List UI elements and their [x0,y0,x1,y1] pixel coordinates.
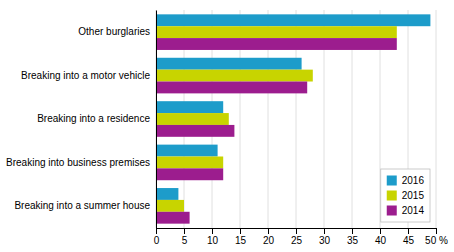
legend-swatch [387,191,397,201]
bar-series [156,38,397,224]
x-tick: 40 [375,228,387,246]
legend-item: 2015 [387,190,425,201]
x-tick-mark [324,228,325,234]
x-tick-label: 20 [263,235,275,246]
legend-frame [381,169,430,222]
y-tick-label: Breaking into business premises [6,157,150,168]
x-axis: 0 5 10 15 20 25 30 35 40 45 50 % [154,228,448,246]
bar [156,188,178,200]
legend-swatch [387,206,397,216]
legend: 2016 2015 2014 [381,169,430,222]
x-tick-label: 40 [375,235,387,246]
bar [156,125,234,137]
bar [156,168,223,180]
y-tick: Breaking into business premises [6,157,156,168]
y-tick: Breaking into a residence [37,113,156,124]
x-tick-label: 15 [235,235,247,246]
bar [156,145,218,157]
x-tick-mark [296,228,297,234]
x-axis-line [157,229,437,235]
bar [156,82,307,94]
x-tick: 0 [154,228,160,246]
bar [156,58,302,70]
bar [156,26,397,38]
bar [156,200,184,212]
y-axis-line [156,11,157,229]
bars [156,14,430,223]
legend-item: 2016 [387,175,425,186]
x-tick-label: 50 % [425,235,448,246]
x-tick: 20 [263,228,275,246]
x-tick-mark [380,228,381,234]
bar [156,38,397,50]
bar [156,113,229,125]
x-tick-label: 25 [291,235,303,246]
plot-area: 0 5 10 15 20 25 30 35 40 45 50 % Breaking into a su… [6,10,448,246]
x-tick-mark [408,228,409,234]
x-tick-mark [436,228,437,234]
y-tick: Breaking into a motor vehicle [21,70,156,81]
x-tick-mark [268,228,269,234]
x-tick-label: 0 [154,235,160,246]
legend-label: 2014 [402,205,425,216]
grid-line [436,10,437,228]
bar [156,156,223,168]
y-tick: Breaking into a summer house [14,200,156,211]
y-tick-label: Breaking into a summer house [14,200,150,211]
bar [156,212,190,224]
x-tick: 30 [319,228,331,246]
grid-line [156,10,157,228]
x-tick: 35 [347,228,359,246]
y-tick-label: Other burglaries [78,26,150,37]
x-tick-label: 30 [319,235,331,246]
x-tick-mark [212,228,213,234]
bar-series [156,26,397,212]
bar [156,14,430,26]
legend-swatch [387,176,397,186]
chart: 0 5 10 15 20 25 30 35 40 45 50 % Breaking into a su… [0,0,454,252]
legend-item: 2014 [387,205,425,216]
x-tick-mark [352,228,353,234]
x-tick: 50 % [425,228,448,246]
x-tick: 10 [207,228,219,246]
y-tick-label: Breaking into a motor vehicle [21,70,150,81]
legend-label: 2015 [402,190,425,201]
x-tick-label: 35 [347,235,359,246]
y-tick: Other burglaries [78,26,156,37]
x-tick: 5 [182,228,188,246]
grid [156,10,436,228]
x-tick-mark [240,228,241,234]
x-tick: 45 [403,228,415,246]
x-tick-mark [184,228,185,234]
x-tick-label: 10 [207,235,219,246]
legend-label: 2016 [402,175,425,186]
x-tick: 15 [235,228,247,246]
x-tick-label: 45 [403,235,415,246]
x-tick-mark [156,228,157,234]
y-tick-label: Breaking into a residence [37,113,150,124]
x-tick-label: 5 [182,235,188,246]
bar [156,101,223,113]
y-axis: Breaking into a summer house Breaking int… [6,11,156,229]
bar [156,70,313,82]
x-tick: 25 [291,228,303,246]
